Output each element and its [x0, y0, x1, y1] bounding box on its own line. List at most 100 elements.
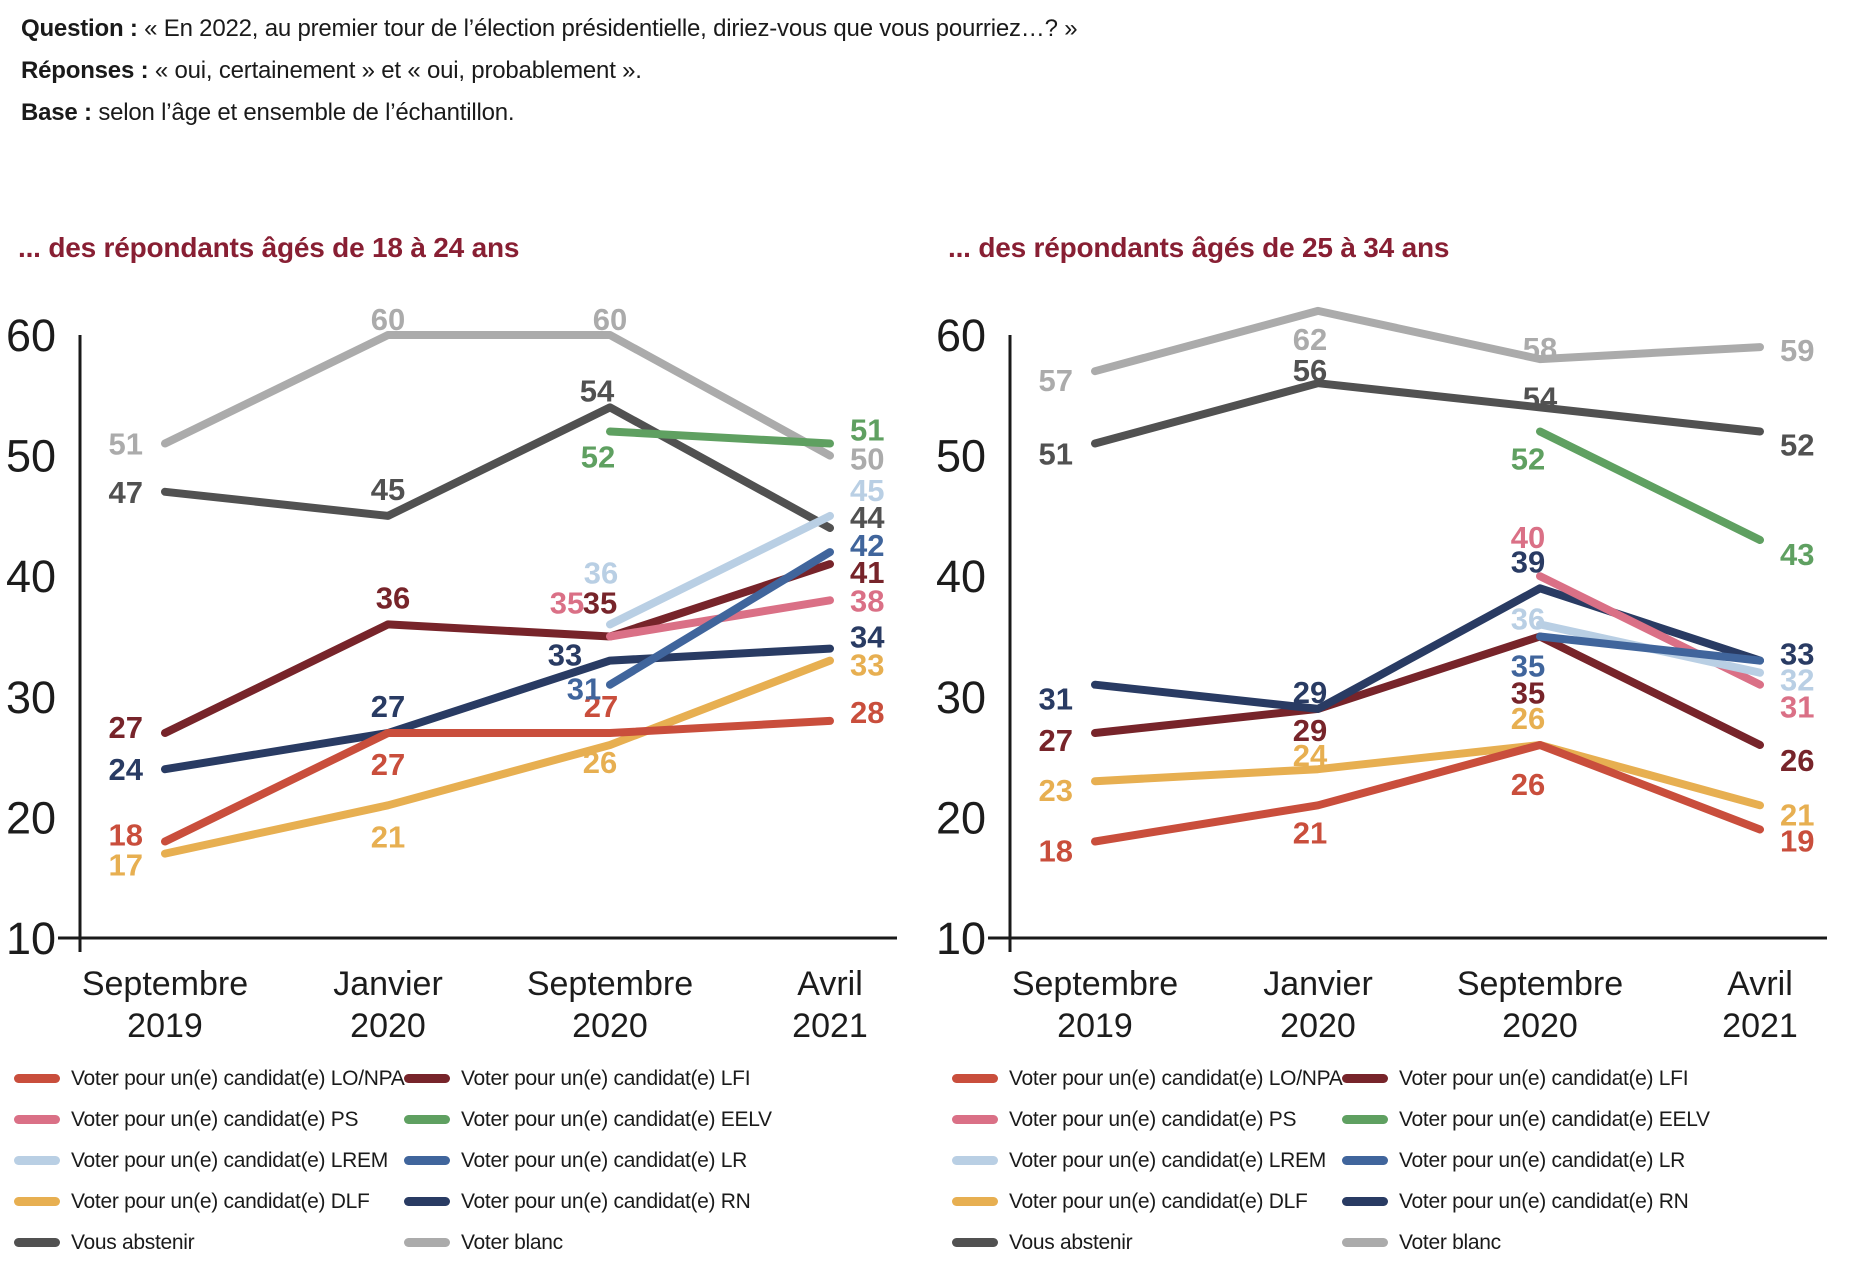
base-line: Base : selon l’âge et ensemble de l’écha…	[21, 92, 1077, 134]
value-label-lfi: 35	[583, 586, 617, 621]
legend-swatch-dlf	[14, 1197, 60, 1206]
y-tick-label: 40	[6, 551, 56, 602]
value-label-abstenir: 54	[1523, 380, 1558, 415]
x-tick-label: Janvier 2020	[333, 965, 443, 1045]
legend-label: Voter pour un(e) candidat(e) LREM	[71, 1148, 388, 1172]
y-tick-label: 60	[936, 310, 986, 361]
value-label-dlf: 33	[850, 648, 884, 683]
x-tick-label: Janvier 2020	[1263, 965, 1373, 1045]
value-label-blanc: 62	[1293, 322, 1327, 357]
responses-text: « oui, certainement » et « oui, probable…	[154, 57, 642, 84]
value-label-lonpa: 26	[1511, 767, 1545, 802]
legend-item-rn: Voter pour un(e) candidat(e) RN	[404, 1190, 751, 1214]
legend-label: Voter pour un(e) candidat(e) DLF	[71, 1189, 370, 1213]
legend-item-blanc: Voter blanc	[404, 1231, 563, 1255]
chart-25-34: 60 50 40 30 20 10 Septembre 2019 Janvier 2020 Sept…	[930, 240, 1860, 1060]
value-label-lfi: 26	[1780, 743, 1814, 778]
x-tick-label: Avril 2021	[1722, 965, 1798, 1045]
chart-title-25-34: ... des répondants âgés de 25 à 34 ans	[948, 232, 1450, 263]
value-label-blanc: 50	[850, 442, 884, 477]
y-tick-label: 50	[936, 431, 986, 482]
series-line-eelv	[1536, 427, 1764, 544]
value-label-dlf: 21	[371, 819, 405, 854]
value-label-ps: 35	[550, 586, 584, 621]
legend-row: Vous abstenir Voter blanc	[952, 1222, 1860, 1263]
base-label: Base :	[21, 99, 92, 126]
value-label-rn: 24	[109, 752, 144, 787]
x-tick-label: Avril 2021	[792, 965, 868, 1045]
value-label-lonpa: 19	[1780, 824, 1814, 859]
value-label-eelv: 43	[1780, 537, 1814, 572]
value-label-abstenir: 54	[580, 373, 615, 408]
value-label-eelv: 52	[1511, 442, 1545, 477]
legend-25-34: Voter pour un(e) candidat(e) LO/NPA Voter…	[952, 1058, 1860, 1263]
series-line-lr	[606, 548, 834, 689]
legend-swatch-dlf	[952, 1197, 998, 1206]
value-label-lfi: 29	[1293, 713, 1327, 748]
value-label-ps: 38	[850, 583, 884, 618]
value-label-abstenir: 52	[1780, 428, 1814, 463]
legend-label: Voter pour un(e) candidat(e) RN	[461, 1189, 751, 1213]
legend-swatch-abstenir	[952, 1238, 998, 1247]
legend-row: Voter pour un(e) candidat(e) LO/NPA Voter…	[952, 1058, 1860, 1099]
value-label-lonpa: 27	[584, 689, 618, 724]
value-label-lfi: 35	[1511, 676, 1545, 711]
legend-swatch-ps	[952, 1115, 998, 1124]
legend-item-lfi: Voter pour un(e) candidat(e) LFI	[404, 1066, 751, 1091]
value-label-blanc: 51	[109, 427, 143, 462]
legend-item-eelv: Voter pour un(e) candidat(e) EELV	[1342, 1108, 1710, 1132]
series-line-lonpa	[1091, 741, 1764, 846]
value-label-lonpa: 28	[850, 695, 884, 730]
x-tick-label: Septembre 2019	[82, 965, 248, 1045]
value-label-rn: 33	[548, 638, 582, 673]
series-line-rn	[161, 644, 834, 774]
value-label-abstenir: 56	[1293, 353, 1327, 388]
value-label-lr: 35	[1511, 649, 1545, 684]
legend-item-lr: Voter pour un(e) candidat(e) LR	[1342, 1149, 1685, 1173]
legend-swatch-ps	[14, 1115, 60, 1124]
legend-item-ps: Voter pour un(e) candidat(e) PS	[952, 1108, 1342, 1132]
legend-item-ps: Voter pour un(e) candidat(e) PS	[14, 1108, 404, 1132]
value-label-rn: 33	[1780, 637, 1814, 672]
legend-item-lrem: Voter pour un(e) candidat(e) LREM	[14, 1149, 404, 1173]
y-tick-label: 20	[936, 792, 986, 843]
legend-label: Voter pour un(e) candidat(e) LO/NPA	[71, 1066, 405, 1090]
legend-swatch-lrem	[14, 1156, 60, 1165]
header: Question : « En 2022, au premier tour de…	[21, 8, 1078, 134]
line-chart-svg: 60 50 40 30 20 10 Septembre 2019 Janvier 2020 Sept…	[6, 302, 897, 1045]
legend-label: Voter pour un(e) candidat(e) LFI	[461, 1066, 751, 1090]
y-tick-label: 40	[936, 551, 986, 602]
question-text: « En 2022, au premier tour de l’élection…	[144, 15, 1078, 42]
responses-line: Réponses : « oui, certainement » et « ou…	[21, 50, 1077, 92]
x-tick-label: Septembre 2020	[1457, 965, 1623, 1045]
value-label-dlf: 21	[1780, 797, 1814, 832]
value-label-abstenir: 45	[371, 472, 405, 507]
value-label-blanc: 59	[1780, 333, 1814, 368]
value-label-lfi: 27	[1039, 723, 1073, 758]
legend-swatch-lrem	[952, 1156, 998, 1165]
legend-swatch-eelv	[1342, 1115, 1388, 1124]
value-label-abstenir: 51	[1039, 437, 1073, 472]
y-tick-label: 10	[936, 913, 986, 964]
y-tick-label: 50	[6, 431, 56, 482]
y-tick-label: 30	[6, 672, 56, 723]
value-label-lr: 31	[567, 672, 601, 707]
legend-swatch-blanc	[404, 1238, 450, 1247]
x-tick-label: Septembre 2020	[527, 965, 693, 1045]
value-label-blanc: 60	[371, 302, 405, 337]
value-label-lonpa: 18	[109, 818, 143, 853]
value-label-abstenir: 44	[850, 500, 885, 535]
series-line-blanc	[161, 331, 834, 460]
value-label-rn: 29	[1293, 675, 1327, 710]
legend-label: Voter pour un(e) candidat(e) PS	[1009, 1107, 1297, 1131]
series-line-abstenir	[161, 403, 834, 532]
value-label-dlf: 24	[1293, 738, 1328, 773]
legend-row: Voter pour un(e) candidat(e) LREM Voter p…	[952, 1140, 1860, 1181]
legend-item-eelv: Voter pour un(e) candidat(e) EELV	[404, 1108, 772, 1132]
value-label-dlf: 17	[109, 848, 143, 883]
value-label-lonpa: 21	[1293, 815, 1327, 850]
value-label-dlf: 26	[583, 745, 617, 780]
value-label-lrem: 36	[1511, 601, 1545, 636]
legend-swatch-abstenir	[14, 1238, 60, 1247]
